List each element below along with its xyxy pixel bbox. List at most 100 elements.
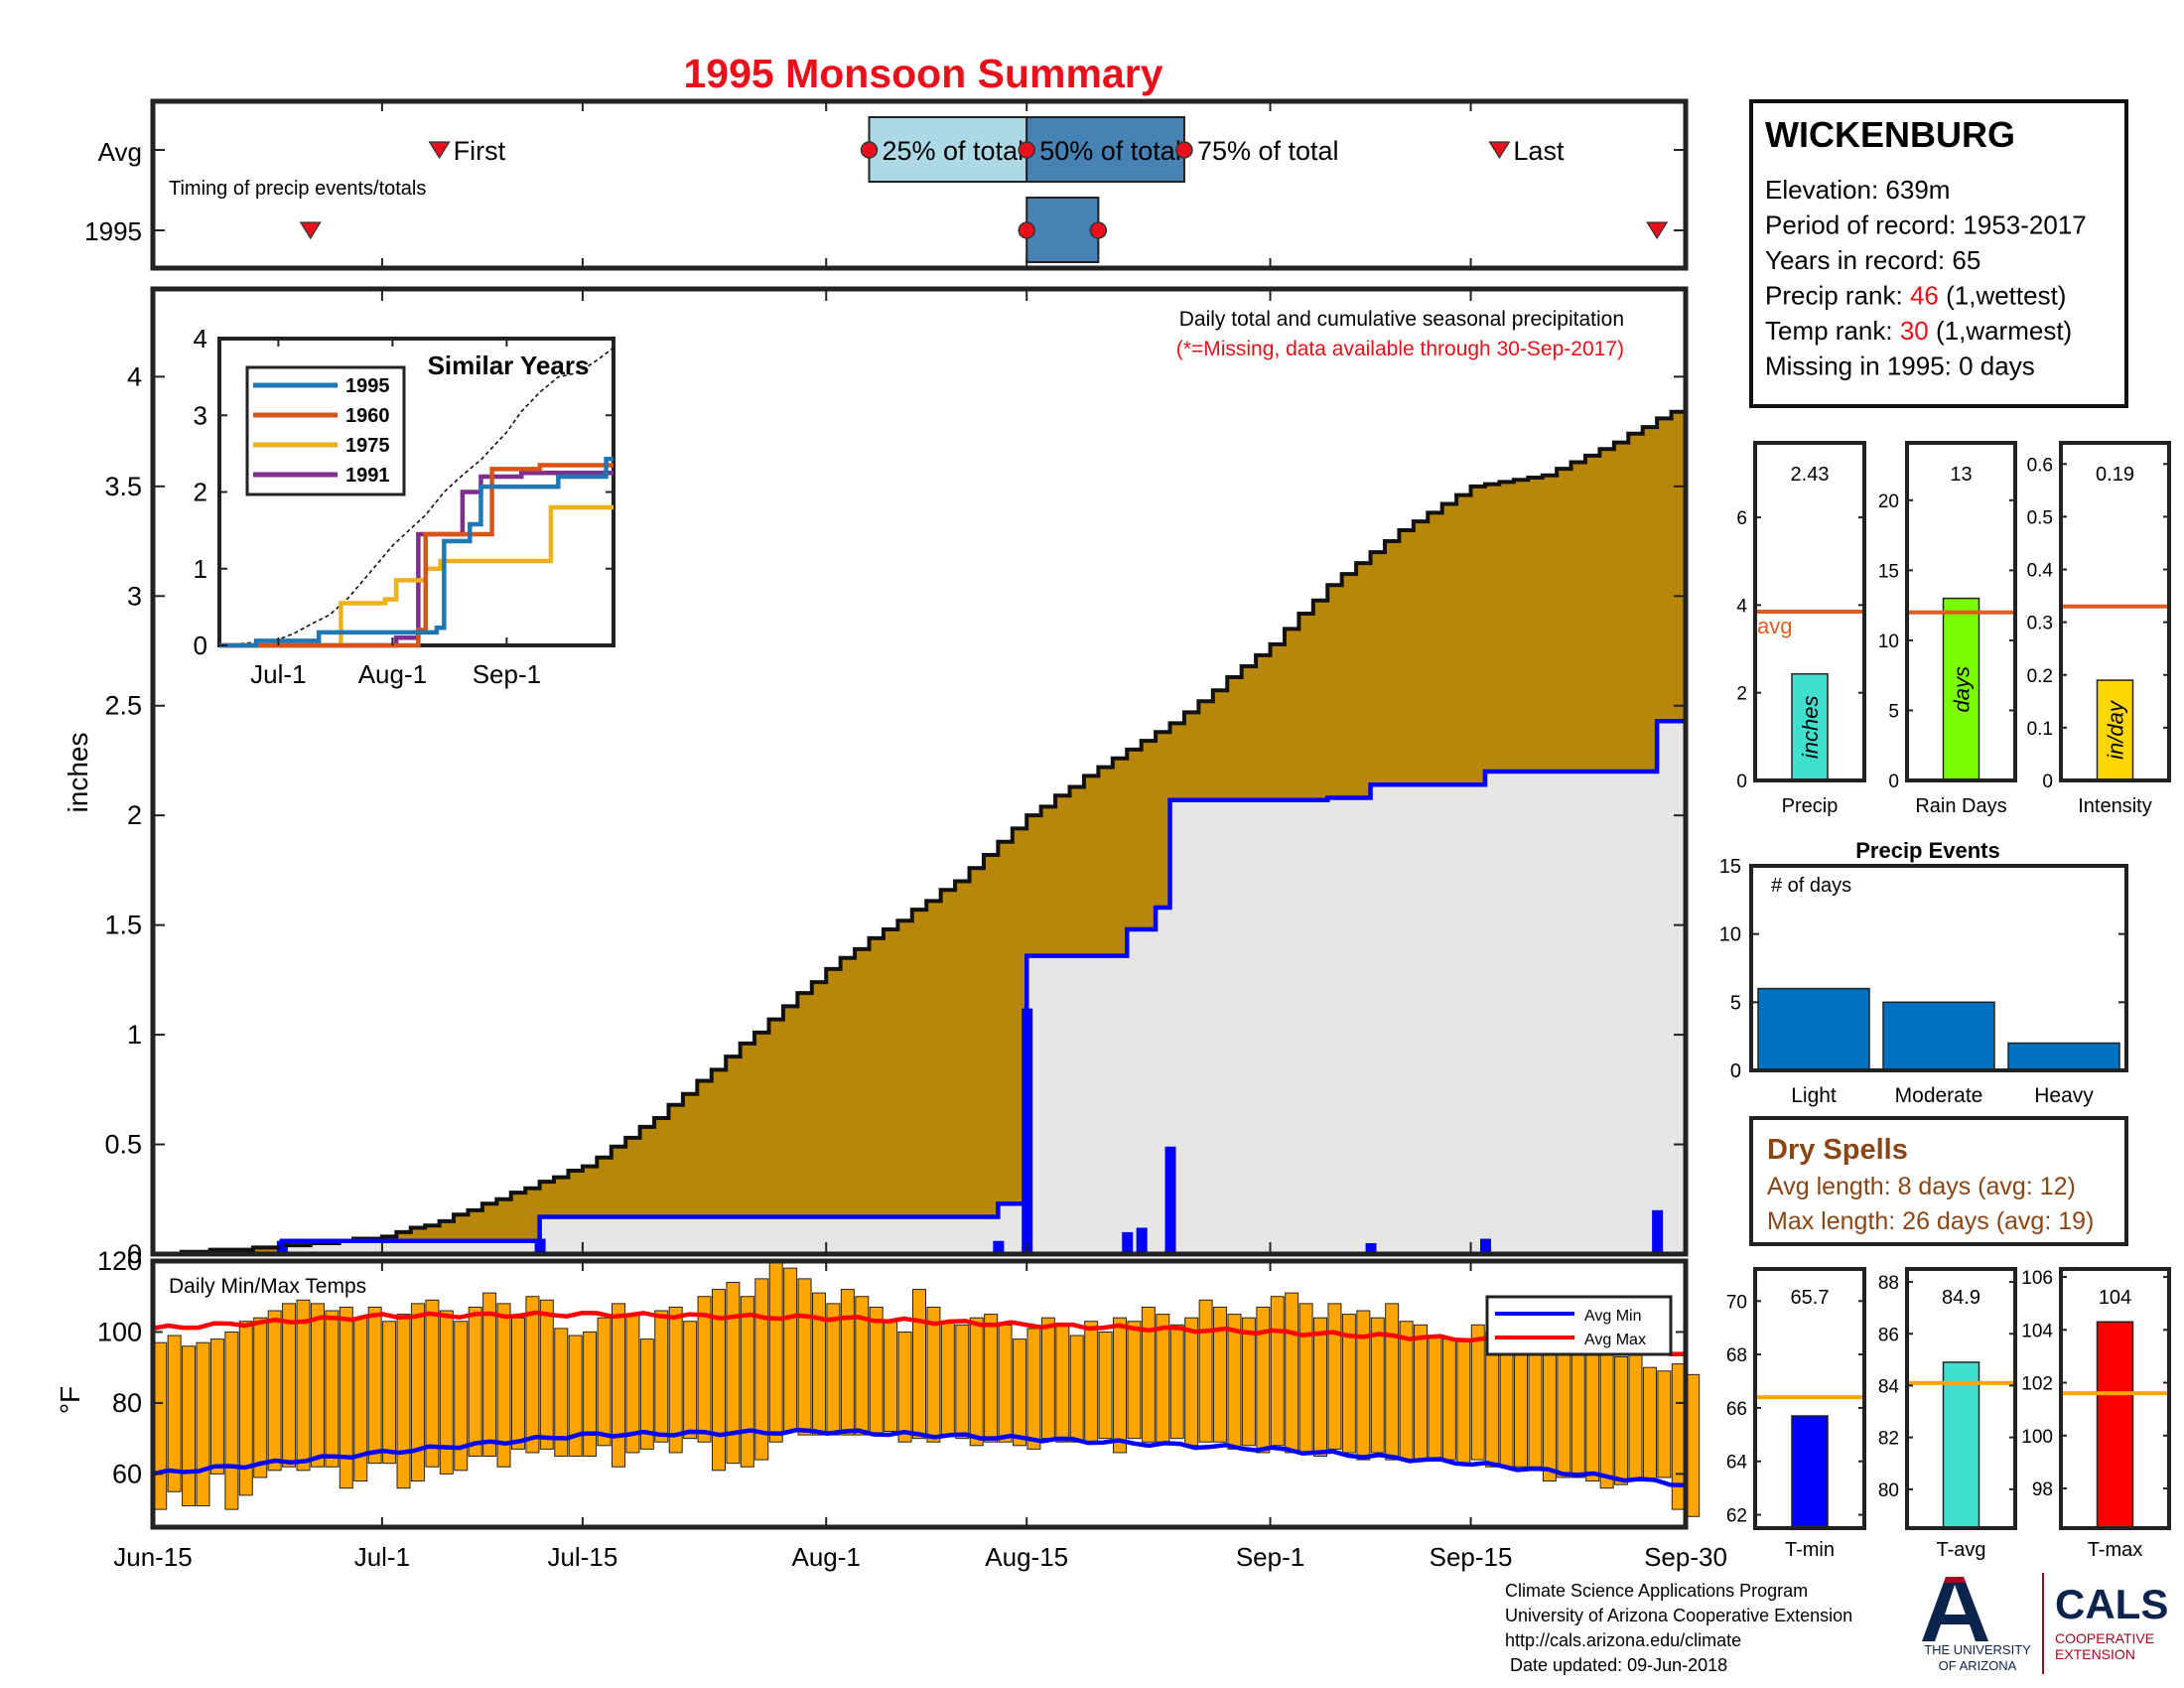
daily-temp-range-bar (1628, 1345, 1643, 1482)
dry-spells-avg: Avg length: 8 days (avg: 12) (1767, 1173, 2076, 1200)
daily-temp-range-bar (1156, 1314, 1170, 1443)
date-axis-labels: Jun-15 Jul-1 Jul-15 Aug-1 Aug-15 Sep-1 Sep-15 S… (113, 1542, 1727, 1572)
daily-temp-range-bar (1184, 1317, 1199, 1447)
cals-logo: CALS (2055, 1581, 2168, 1627)
date-tick-label: Aug-1 (792, 1542, 861, 1572)
daily-temp-range-bar (1441, 1338, 1456, 1461)
stat-bar-2 (2096, 679, 2134, 781)
temp-ytick-label: 98 (2032, 1479, 2053, 1500)
station-name: WICKENBURG (1765, 114, 2015, 155)
daily-temp-range-bar (182, 1345, 197, 1507)
daily-temp-range-bar (224, 1331, 239, 1510)
inset-legend-label: 1960 (345, 405, 390, 427)
daily-temp-range-bar (826, 1303, 841, 1436)
daily-temp-range-bar (439, 1310, 454, 1475)
daily-temp-range-bar (855, 1296, 870, 1436)
daily-temp-range-bar (1055, 1324, 1070, 1443)
daily-temp-range-bar (1026, 1328, 1041, 1450)
stat-ytick-label: 5 (1888, 701, 1899, 722)
temps-frame (150, 1258, 1689, 1530)
y1995-50-75-box (1025, 197, 1100, 263)
events-ytick-label: 0 (1730, 1060, 1741, 1082)
avg-25-50-box (868, 116, 1028, 183)
daily-temp-range-bar (897, 1331, 912, 1443)
daily-precip-bar (1136, 1227, 1148, 1254)
events-bar-heavy (2007, 1042, 2120, 1071)
daily-precip-bar (1479, 1238, 1491, 1254)
y1995-p50-marker (1018, 221, 1035, 239)
temp-frame-0 (1753, 1267, 1866, 1530)
daily-temp-range-bar (1256, 1306, 1271, 1454)
avg-first-label: First (454, 136, 506, 166)
daily-temp-range-bar (969, 1317, 984, 1447)
temp-ytick-label: 100 (2021, 1427, 2053, 1448)
daily-precip-bar (993, 1240, 1005, 1254)
inset-line-1975 (219, 504, 614, 648)
timing-row-avg: Avg (98, 137, 142, 167)
station-info-box: WICKENBURG Elevation: 639m Period of reco… (1749, 99, 2128, 408)
timing-frame (150, 98, 1689, 271)
daily-temp-range-bar (539, 1299, 554, 1450)
temps-ytick-label: 100 (97, 1317, 142, 1346)
daily-temp-range-bar (955, 1324, 970, 1440)
daily-temp-range-bar (1040, 1317, 1055, 1440)
events-ylabel: # of days (1771, 875, 1851, 897)
temp-ytick-label: 104 (2021, 1321, 2053, 1341)
daily-temp-range-bar (1671, 1363, 1686, 1510)
stat-ytick-label: 0.2 (2027, 666, 2053, 687)
dry-spells-title: Dry Spells (1767, 1134, 1908, 1166)
avg-p50-label: 50% of total (1039, 136, 1181, 166)
daily-temp-range-bar (1270, 1296, 1285, 1447)
station-line-text: Period of record: 1953-2017 (1765, 211, 2087, 240)
daily-temp-range-bar (238, 1321, 253, 1496)
daily-temp-range-bar (797, 1278, 812, 1436)
daily-temp-range-bar (468, 1306, 482, 1458)
daily-temp-range-bar (196, 1341, 210, 1507)
inset-avg-dotted-line (218, 347, 614, 646)
station-rank-value: 46 (1910, 281, 1939, 311)
temp-ytick-label: 102 (2021, 1374, 2053, 1395)
stat-ytick-label: 6 (1736, 508, 1747, 529)
precip-ytick-label: 0 (127, 1239, 142, 1269)
inset-legend-label: 1975 (345, 435, 390, 457)
avg-max-label: Avg Max (1584, 1332, 1646, 1348)
ua-name-1: THE UNIVERSITY (1924, 1642, 2031, 1657)
daily-temp-range-bar (683, 1321, 698, 1440)
stat-ytick-label: 15 (1878, 561, 1899, 582)
station-line-text: (1,warmest) (1929, 316, 2072, 346)
station-line-text: Missing in 1995: 0 days (1765, 352, 2035, 381)
stat-ytick-label: 4 (1736, 596, 1747, 617)
daily-temp-range-bar (811, 1292, 826, 1436)
avg-50-75-box (1025, 116, 1185, 183)
dry-spells-box: Dry Spells Avg length: 8 days (avg: 12) … (1749, 1116, 2128, 1246)
daily-temp-range-bar (1098, 1331, 1113, 1440)
daily-temp-range-bar (496, 1303, 511, 1468)
daily-temp-range-bar (984, 1314, 999, 1443)
precip-ytick-label: 3 (127, 581, 142, 611)
daily-temp-range-bar (1069, 1335, 1084, 1443)
station-line-1: Period of record: 1953-2017 (1765, 211, 2087, 240)
station-line-text: Temp rank: (1765, 316, 1900, 346)
inset-line-1960 (219, 463, 614, 648)
precip-panel: 0 0.5 1 1.5 2 2.5 3 3.5 4 inches Daily total and… (63, 286, 1689, 1269)
timing-subtitle: Timing of precip events/totals (169, 178, 426, 200)
events-frame (1749, 864, 2128, 1072)
daily-temp-range-bar (525, 1296, 540, 1454)
daily-temp-range-bar (410, 1303, 425, 1482)
daily-temp-range-bar (1241, 1317, 1256, 1447)
daily-temp-range-bar (1385, 1303, 1400, 1461)
stat-xlabel-0: Precip (1782, 795, 1839, 817)
daily-temp-range-bar (1198, 1299, 1213, 1443)
dry-spells-frame (1749, 1116, 2128, 1246)
daily-temp-range-bar (1313, 1317, 1328, 1458)
date-tick-label: Sep-30 (1644, 1542, 1727, 1572)
avg-last-marker (1488, 141, 1511, 160)
inset-ytick-label: 3 (194, 400, 207, 430)
daily-temp-range-bar (768, 1260, 783, 1443)
inset-xtick-label: Sep-1 (473, 659, 541, 689)
temps-ytick-label: 120 (97, 1246, 142, 1276)
stat-ytick-label: 0 (2042, 772, 2053, 792)
precip-events-panel: Precip Events Light Moderate Heavy 0 5 10 15 #… (1719, 838, 2128, 1107)
avg-cumulative-line (153, 402, 1688, 1256)
temp-ytick-label: 66 (1726, 1399, 1747, 1420)
